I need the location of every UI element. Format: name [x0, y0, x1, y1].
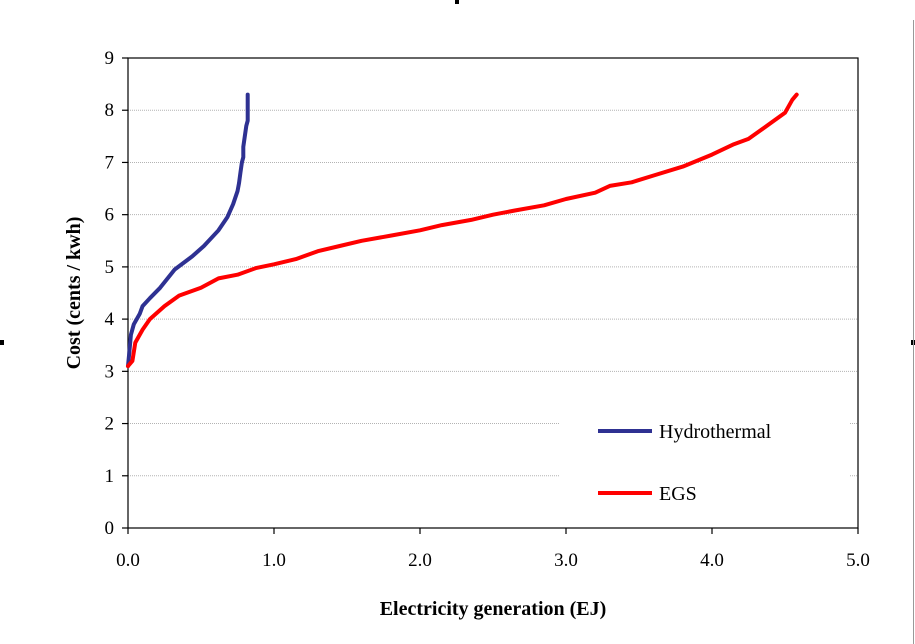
frame-mark-left	[0, 340, 4, 345]
y-tick-label: 2	[105, 414, 115, 435]
frame-edge-right	[913, 20, 914, 644]
y-tick-label: 8	[105, 100, 115, 121]
x-tick-label: 3.0	[554, 550, 578, 571]
axis-ticks: 0 1 2 3 4 5 6 7 8 9 0.0 1.0 2.0 3.0 4.0 5.0	[105, 48, 870, 571]
series-lines	[126, 92, 799, 369]
plot-area	[127, 57, 859, 529]
x-tick-label: 0.0	[116, 550, 140, 571]
y-tick-label: 3	[105, 361, 115, 382]
frame-mark-top	[455, 0, 459, 4]
series-line-egs	[126, 92, 799, 369]
legend-label-egs: EGS	[659, 483, 697, 505]
y-tick-label: 0	[105, 518, 115, 539]
legend-box	[560, 410, 850, 522]
series-line-hydrothermal	[126, 92, 250, 369]
y-tick-label: 7	[105, 152, 115, 173]
y-tick-label: 9	[105, 48, 115, 69]
legend: Hydrothermal EGS	[560, 410, 850, 522]
legend-label-hydrothermal: Hydrothermal	[659, 421, 772, 443]
x-tick-label: 4.0	[700, 550, 724, 571]
x-tick-label: 1.0	[262, 550, 286, 571]
y-axis-title: Cost (cents / kwh)	[63, 217, 85, 370]
y-tick-label: 5	[105, 257, 115, 278]
y-tick-label: 6	[105, 205, 115, 226]
x-tick-label: 5.0	[846, 550, 870, 571]
x-axis-title: Electricity generation (EJ)	[380, 598, 607, 620]
y-tick-label: 1	[105, 466, 115, 487]
x-tick-label: 2.0	[408, 550, 432, 571]
y-tick-label: 4	[105, 309, 115, 330]
